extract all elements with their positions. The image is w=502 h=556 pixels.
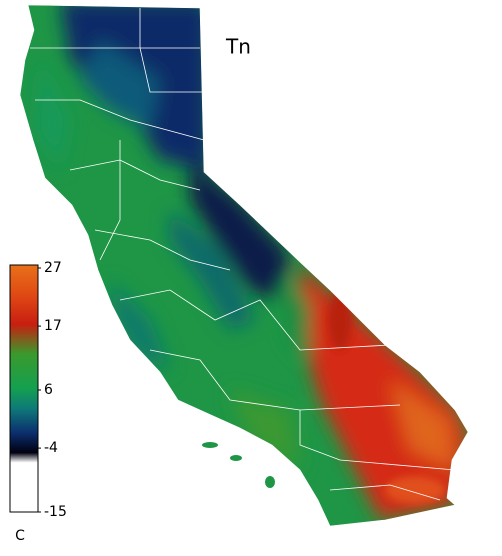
colorbar-tick-label: 17 [44,318,62,334]
colorbar-unit: C [15,528,25,544]
colorbar-tick-label: -15 [44,504,67,520]
colorbar: C 27 17 6 -4 -15 [9,260,67,544]
colorbar-tick-label: 6 [44,382,53,398]
map-title: Tn [225,35,251,59]
colorbar-tick-label: -4 [44,440,58,456]
colorbar-tick-label: 27 [44,260,62,276]
colorbar-gradient [9,264,39,513]
